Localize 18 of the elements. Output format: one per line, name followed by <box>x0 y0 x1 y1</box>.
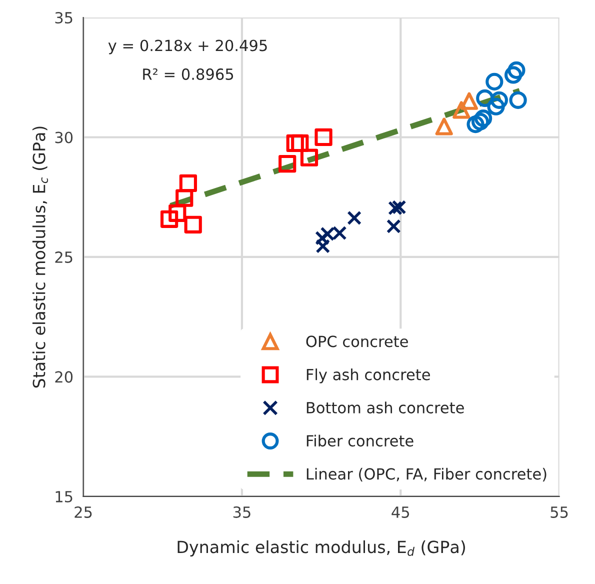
x-tick-label: 35 <box>233 506 250 518</box>
y-tick-label: 25 <box>55 251 72 263</box>
x-axis-title: Dynamic elastic modulus, E$_{d}$ (GPa) <box>178 540 465 556</box>
annotation: y = 0.218x + 20.495 <box>108 40 267 54</box>
x-tick-label: 45 <box>392 506 410 518</box>
y-tick-label: 30 <box>55 132 73 144</box>
legend-label: Bottom ash concrete <box>306 402 464 414</box>
legend-label: Fiber concrete <box>306 434 414 447</box>
annotation: R² = 0.8965 <box>143 68 234 80</box>
legend-label: Linear (OPC, FA, Fiber concrete) <box>306 468 546 482</box>
legend-label: OPC concrete <box>306 336 408 348</box>
y-axis-title: Static elastic modulus, E$_{c}$ (GPa) <box>32 126 48 388</box>
y-tick-label: 20 <box>55 371 73 383</box>
x-tick-label: 55 <box>550 506 568 518</box>
y-tick-label: 15 <box>56 491 72 502</box>
legend-label: Fly ash concrete <box>306 368 430 384</box>
y-tick-label: 35 <box>55 12 72 24</box>
x-tick-label: 25 <box>74 506 92 518</box>
